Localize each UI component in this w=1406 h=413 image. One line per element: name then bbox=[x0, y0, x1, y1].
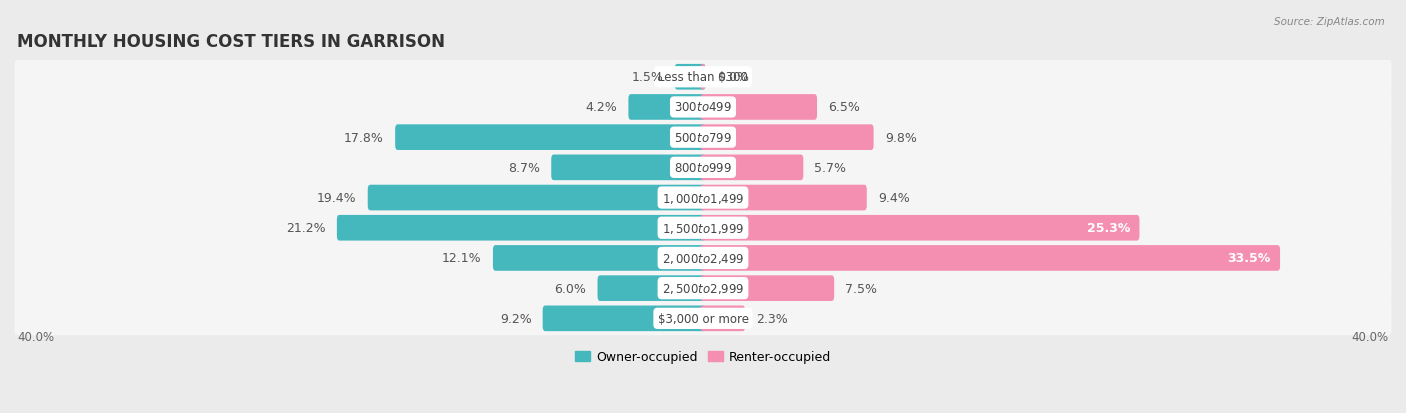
Text: 4.2%: 4.2% bbox=[585, 101, 617, 114]
Text: 19.4%: 19.4% bbox=[316, 192, 357, 204]
FancyBboxPatch shape bbox=[700, 155, 803, 181]
Text: 12.1%: 12.1% bbox=[441, 252, 482, 265]
FancyBboxPatch shape bbox=[543, 306, 706, 331]
FancyBboxPatch shape bbox=[700, 65, 706, 90]
Text: $800 to $999: $800 to $999 bbox=[673, 161, 733, 174]
FancyBboxPatch shape bbox=[395, 125, 706, 151]
FancyBboxPatch shape bbox=[675, 65, 706, 90]
Text: 33.5%: 33.5% bbox=[1227, 252, 1271, 265]
Text: 21.2%: 21.2% bbox=[285, 222, 326, 235]
Text: $2,500 to $2,999: $2,500 to $2,999 bbox=[662, 282, 744, 295]
FancyBboxPatch shape bbox=[700, 185, 866, 211]
Text: Less than $300: Less than $300 bbox=[658, 71, 748, 84]
FancyBboxPatch shape bbox=[14, 302, 1392, 335]
FancyBboxPatch shape bbox=[14, 151, 1392, 185]
FancyBboxPatch shape bbox=[551, 155, 706, 181]
FancyBboxPatch shape bbox=[337, 216, 706, 241]
Text: 40.0%: 40.0% bbox=[1351, 330, 1389, 343]
Text: $500 to $799: $500 to $799 bbox=[673, 131, 733, 144]
Text: 0.0%: 0.0% bbox=[717, 71, 749, 84]
FancyBboxPatch shape bbox=[700, 245, 1279, 271]
FancyBboxPatch shape bbox=[700, 306, 745, 331]
FancyBboxPatch shape bbox=[598, 275, 706, 301]
FancyBboxPatch shape bbox=[700, 275, 834, 301]
Legend: Owner-occupied, Renter-occupied: Owner-occupied, Renter-occupied bbox=[569, 345, 837, 368]
Text: 6.5%: 6.5% bbox=[828, 101, 860, 114]
Text: 9.2%: 9.2% bbox=[499, 312, 531, 325]
FancyBboxPatch shape bbox=[700, 95, 817, 121]
Text: $3,000 or more: $3,000 or more bbox=[658, 312, 748, 325]
FancyBboxPatch shape bbox=[700, 216, 1139, 241]
Text: MONTHLY HOUSING COST TIERS IN GARRISON: MONTHLY HOUSING COST TIERS IN GARRISON bbox=[17, 33, 446, 50]
FancyBboxPatch shape bbox=[14, 91, 1392, 125]
FancyBboxPatch shape bbox=[628, 95, 706, 121]
Text: 6.0%: 6.0% bbox=[554, 282, 586, 295]
Text: $2,000 to $2,499: $2,000 to $2,499 bbox=[662, 252, 744, 265]
FancyBboxPatch shape bbox=[14, 61, 1392, 95]
Text: 7.5%: 7.5% bbox=[845, 282, 877, 295]
Text: 40.0%: 40.0% bbox=[17, 330, 55, 343]
Text: 9.4%: 9.4% bbox=[877, 192, 910, 204]
Text: 9.8%: 9.8% bbox=[884, 131, 917, 144]
Text: Source: ZipAtlas.com: Source: ZipAtlas.com bbox=[1274, 17, 1385, 26]
FancyBboxPatch shape bbox=[14, 272, 1392, 305]
FancyBboxPatch shape bbox=[368, 185, 706, 211]
Text: 5.7%: 5.7% bbox=[814, 161, 846, 174]
Text: 2.3%: 2.3% bbox=[756, 312, 787, 325]
Text: 25.3%: 25.3% bbox=[1087, 222, 1130, 235]
FancyBboxPatch shape bbox=[14, 211, 1392, 245]
Text: 8.7%: 8.7% bbox=[508, 161, 540, 174]
FancyBboxPatch shape bbox=[14, 181, 1392, 215]
FancyBboxPatch shape bbox=[494, 245, 706, 271]
FancyBboxPatch shape bbox=[700, 125, 873, 151]
FancyBboxPatch shape bbox=[14, 121, 1392, 155]
Text: $1,000 to $1,499: $1,000 to $1,499 bbox=[662, 191, 744, 205]
Text: 17.8%: 17.8% bbox=[344, 131, 384, 144]
Text: $1,500 to $1,999: $1,500 to $1,999 bbox=[662, 221, 744, 235]
Text: $300 to $499: $300 to $499 bbox=[673, 101, 733, 114]
Text: 1.5%: 1.5% bbox=[631, 71, 664, 84]
FancyBboxPatch shape bbox=[14, 242, 1392, 275]
